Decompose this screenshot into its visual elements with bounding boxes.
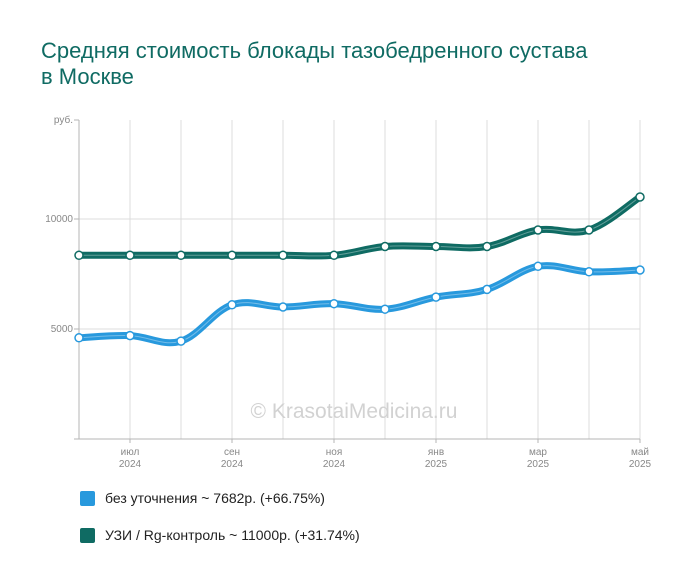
data-point [635,265,645,275]
x-tick-label-month: июл [121,447,140,458]
data-point [125,250,135,261]
data-point [482,284,492,295]
data-point [482,241,492,252]
data-point [227,250,237,261]
x-tick-label-year: 2025 [527,459,550,470]
legend: без уточнения ~ 7682р. (+66.75%) УЗИ / Rg… [80,488,360,562]
x-tick-label-month: ноя [326,447,343,458]
data-point [176,336,186,346]
y-unit-label: руб. [54,114,73,126]
series-group [74,192,645,347]
legend-item: без уточнения ~ 7682р. (+66.75%) [80,488,360,508]
x-tick-label-month: сен [224,447,240,458]
series-line [75,193,644,260]
data-point [329,250,339,261]
legend-swatch [80,527,95,543]
data-point [584,225,594,235]
data-point [74,333,84,343]
axes [74,119,641,443]
data-point [533,261,543,272]
data-point [380,304,390,314]
chart-title: Средняя стоимость блокады тазобедренного… [41,38,588,89]
data-point [584,267,594,277]
data-point [176,250,186,261]
data-point [431,292,441,302]
data-point [227,300,237,310]
legend-label: УЗИ / Rg-контроль ~ 11000р. (+31.74%) [105,527,360,543]
y-tick-labels: руб. 5000 10000 [45,114,73,335]
x-tick-label-year: 2025 [425,459,448,470]
x-tick-label-month: мар [529,447,547,458]
x-tick-label-year: 2024 [119,459,142,470]
data-point [635,192,645,202]
legend-swatch [80,490,95,506]
x-tick-labels: июл2024сен2024ноя2024янв2025мар2025май20… [119,447,652,470]
data-point [431,241,441,252]
series-line [75,262,644,347]
legend-item: УЗИ / Rg-контроль ~ 11000р. (+31.74%) [80,525,360,545]
legend-label: без уточнения ~ 7682р. (+66.75%) [105,490,325,506]
grid [79,120,641,439]
series-line-highlight [78,196,641,257]
data-point [278,250,288,261]
watermark: © KrasotaiMedicina.ru [251,400,458,423]
data-point [533,225,543,235]
y-tick-label: 10000 [45,214,73,225]
data-point [74,250,84,261]
x-tick-label-month: янв [428,447,444,458]
y-tick-label: 5000 [51,324,74,335]
x-tick-label-year: 2024 [221,459,244,470]
data-point [329,298,339,309]
data-point [125,330,135,341]
x-tick-label-year: 2024 [323,459,346,470]
x-tick-label-month: май [631,447,649,458]
x-tick-label-year: 2025 [629,459,652,470]
data-point [380,241,390,252]
data-point [278,302,288,312]
